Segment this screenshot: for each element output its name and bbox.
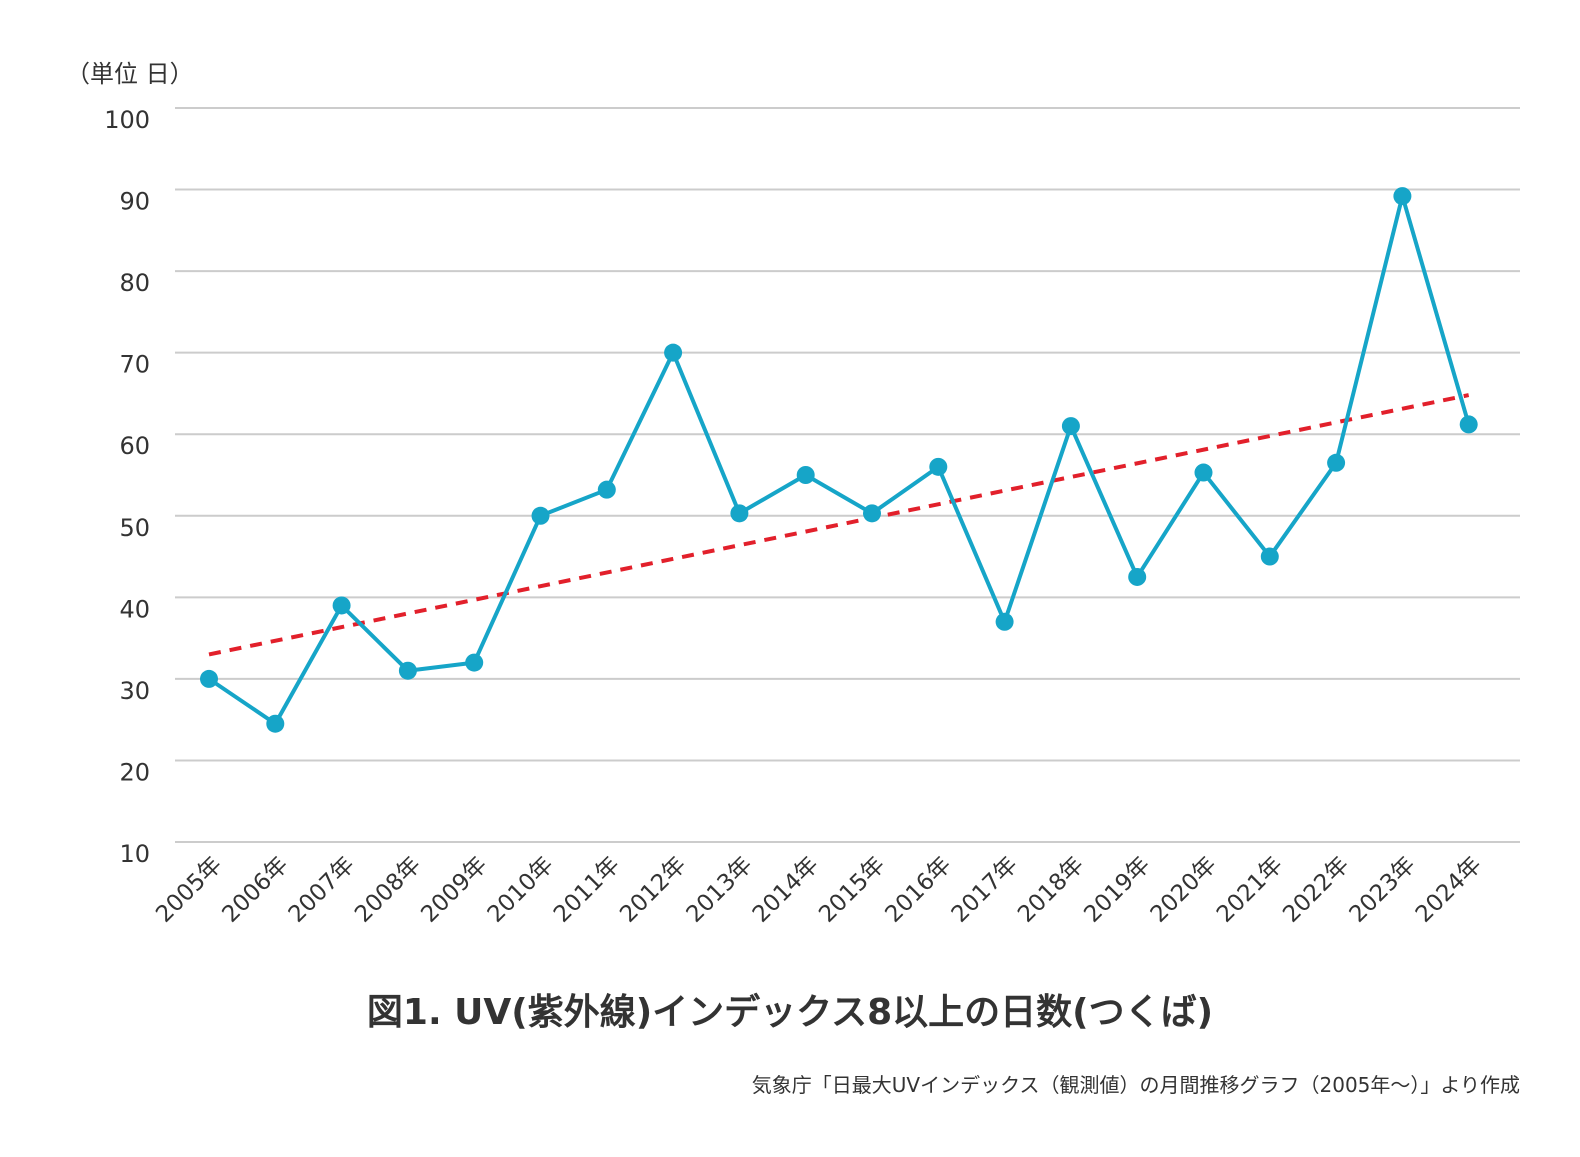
x-tick-label: 2017年 [947,852,1023,928]
data-point [863,504,881,523]
x-tick-label: 2005年 [151,852,227,928]
grid-lines [175,107,1520,843]
x-tick-label: 2007年 [284,852,360,928]
trendline [208,393,1470,657]
x-tick-label: 2008年 [350,852,426,928]
chart-source: 気象庁「日最大UVインデックス（観測値）の月間推移グラフ（2005年～）」より作… [752,1073,1520,1097]
x-tick-label: 2024年 [1411,852,1487,928]
data-point [1128,567,1147,586]
data-point [200,669,218,688]
x-tick-label: 2023年 [1345,852,1421,928]
data-point [929,457,948,476]
x-tick-label: 2013年 [682,852,758,928]
x-tick-label: 2011年 [549,852,625,928]
y-tick-label: 80 [119,269,150,297]
data-point [995,612,1014,631]
y-axis-ticks: 10 20 30 40 50 60 70 80 90 100 [104,106,150,868]
x-tick-label: 2020年 [1146,852,1222,928]
data-point [1061,417,1080,436]
x-tick-label: 2009年 [416,852,492,928]
data-point [664,343,683,362]
data-point [796,466,815,484]
y-tick-label: 60 [119,432,150,460]
x-tick-label: 2012年 [615,852,691,928]
y-tick-label: 70 [119,351,150,379]
y-tick-label: 100 [104,106,150,134]
x-tick-label: 2018年 [1013,852,1089,928]
y-tick-label: 40 [119,595,150,623]
data-point [465,653,484,672]
data-point [1393,187,1412,206]
y-tick-label: 30 [119,677,150,705]
x-tick-label: 2014年 [748,852,824,928]
data-point [730,504,749,523]
data-point [1459,415,1478,434]
x-tick-label: 2006年 [217,852,293,928]
chart-title: 図1. UV(紫外線)インデックス8以上の日数(つくば) [367,991,1213,1033]
data-point [398,661,417,680]
x-tick-label: 2010年 [483,852,559,928]
y-tick-label: 50 [119,514,150,542]
x-tick-label: 2016年 [880,852,956,928]
data-point [1194,463,1213,482]
x-axis-ticks: 2005年2006年2007年2008年2009年2010年2011年2012年… [151,852,1487,928]
series-line [207,194,1471,726]
unit-label: （単位 日） [66,60,194,88]
trendline-layer [208,393,1470,657]
series-layer [200,187,1478,733]
x-tick-label: 2021年 [1212,852,1288,928]
data-point [266,714,285,733]
data-point [597,480,616,499]
y-tick-label: 90 [119,188,150,216]
y-tick-label: 10 [119,840,150,868]
data-point [332,596,351,615]
y-tick-label: 20 [119,758,150,786]
data-point [531,506,550,525]
data-point [1327,453,1346,472]
x-tick-label: 2015年 [814,852,890,928]
x-tick-label: 2022年 [1278,852,1354,928]
data-point [1260,547,1279,566]
x-tick-label: 2019年 [1079,852,1155,928]
